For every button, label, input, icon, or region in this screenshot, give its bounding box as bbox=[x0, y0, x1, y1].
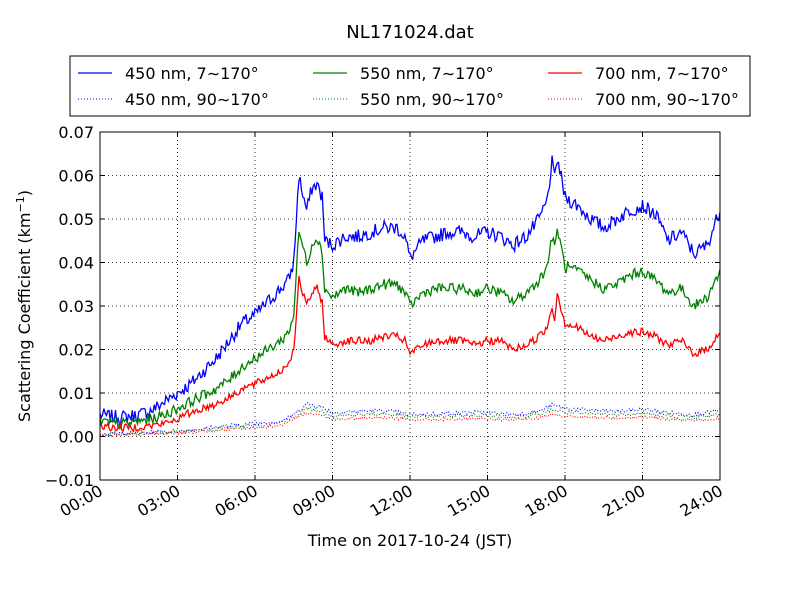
y-tick-label: −0.01 bbox=[45, 471, 94, 490]
y-tick-label: 0.05 bbox=[58, 210, 94, 229]
series-line-1 bbox=[100, 155, 720, 425]
series-line-5 bbox=[100, 275, 720, 433]
y-tick-label: 0.07 bbox=[58, 123, 94, 142]
series-line-4 bbox=[100, 405, 720, 438]
y-tick-label: 0.02 bbox=[58, 341, 94, 360]
legend-label-6: 700 nm, 90∼170° bbox=[595, 90, 739, 109]
legend-label-5: 700 nm, 7∼170° bbox=[595, 64, 729, 83]
x-tick-label: 12:00 bbox=[367, 481, 416, 521]
x-tick-label: 03:00 bbox=[134, 481, 183, 521]
legend-label-1: 450 nm, 7∼170° bbox=[125, 64, 259, 83]
y-tick-label: 0.04 bbox=[58, 254, 94, 273]
series-line-6 bbox=[100, 411, 720, 438]
series-layer bbox=[100, 155, 720, 438]
x-tick-label: 24:00 bbox=[677, 481, 726, 521]
y-axis-label-close: ) bbox=[15, 190, 34, 196]
x-tick-label: 09:00 bbox=[289, 481, 338, 521]
y-axis-label: Scattering Coefficient (km−1) bbox=[14, 190, 34, 422]
chart-title: NL171024.dat bbox=[346, 22, 473, 43]
legend: 450 nm, 7∼170° 550 nm, 7∼170° 700 nm, 7∼17… bbox=[69, 55, 751, 117]
x-tick-label: 21:00 bbox=[599, 481, 648, 521]
y-tick-label: 0.06 bbox=[58, 167, 94, 186]
legend-label-3: 550 nm, 7∼170° bbox=[360, 64, 494, 83]
legend-label-4: 550 nm, 90∼170° bbox=[360, 90, 504, 109]
x-tick-label: 15:00 bbox=[444, 481, 493, 521]
y-tick-label: 0.03 bbox=[58, 297, 94, 316]
y-axis-label-sup: −1 bbox=[14, 196, 27, 212]
y-axis-label-main: Scattering Coefficient (km bbox=[15, 212, 34, 422]
legend-frame bbox=[69, 55, 751, 117]
x-tick-label: 06:00 bbox=[212, 481, 261, 521]
legend-label-2: 450 nm, 90∼170° bbox=[125, 90, 269, 109]
y-tick-label: 0.01 bbox=[58, 384, 94, 403]
x-tick-label: 18:00 bbox=[522, 481, 571, 521]
series-line-3 bbox=[100, 228, 720, 431]
plot-area: 00:00 03:00 06:00 09:00 12:00 15:00 18:00 21:00… bbox=[45, 123, 726, 521]
x-axis-label: Time on 2017-10-24 (JST) bbox=[307, 531, 512, 550]
y-tick-label: 0.00 bbox=[58, 428, 94, 447]
